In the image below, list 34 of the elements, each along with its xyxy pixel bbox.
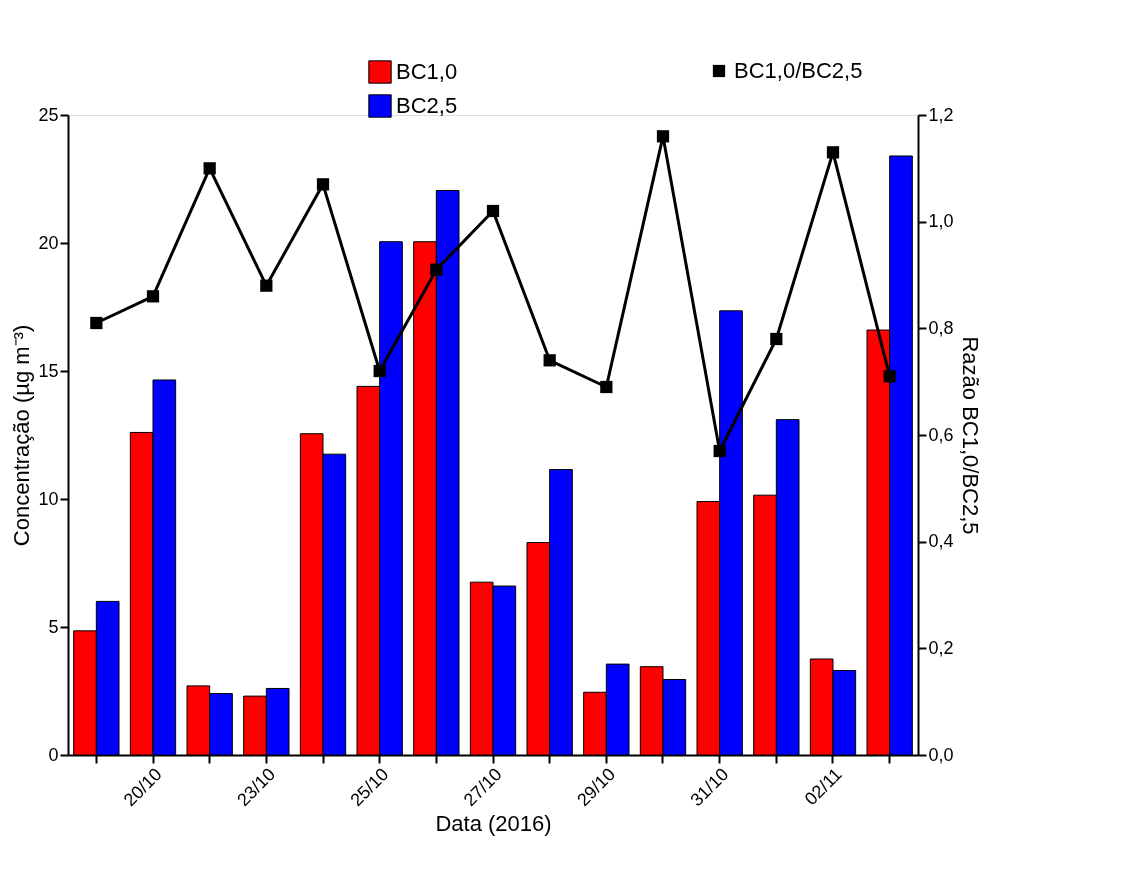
point: [770, 332, 783, 346]
y2-tick-label: 0,0: [928, 744, 954, 765]
y2-tick-label: 1,2: [928, 104, 954, 125]
point: [373, 364, 386, 378]
legend-label: BC2,5: [396, 93, 458, 118]
y-tick-label: 5: [48, 616, 59, 637]
y2-tick-label: 0,6: [928, 424, 954, 445]
point: [203, 162, 216, 175]
point: [600, 380, 613, 394]
legend-label: BC1,0/BC2,5: [734, 58, 863, 83]
point: [146, 290, 160, 303]
y-tick-label: 20: [38, 232, 59, 253]
point: [656, 130, 670, 143]
legend-label: BC1,0: [396, 59, 458, 84]
y-tick-label: 0: [48, 744, 59, 765]
y-tick-label: 25: [38, 104, 59, 125]
y-tick-label: 15: [38, 360, 59, 381]
point: [260, 279, 273, 292]
y2-axis-title: Razão BC1,0/BC2,5: [957, 336, 983, 535]
point: [90, 316, 103, 330]
y2-tick-label: 1,0: [928, 211, 954, 232]
point: [826, 146, 840, 159]
y2-tick-label: 0,8: [928, 317, 954, 338]
point: [430, 263, 443, 276]
x-axis-title: Data (2016): [435, 811, 552, 837]
point: [883, 370, 896, 383]
y2-tick-label: 0,4: [928, 531, 954, 552]
y2-tick-label: 0,2: [928, 637, 954, 658]
point: [543, 354, 556, 367]
point: [316, 178, 330, 191]
y-axis-title: Concentração (µg m⁻³): [9, 324, 35, 547]
point: [486, 204, 500, 218]
point: [713, 444, 726, 458]
y-tick-label: 10: [38, 488, 59, 509]
